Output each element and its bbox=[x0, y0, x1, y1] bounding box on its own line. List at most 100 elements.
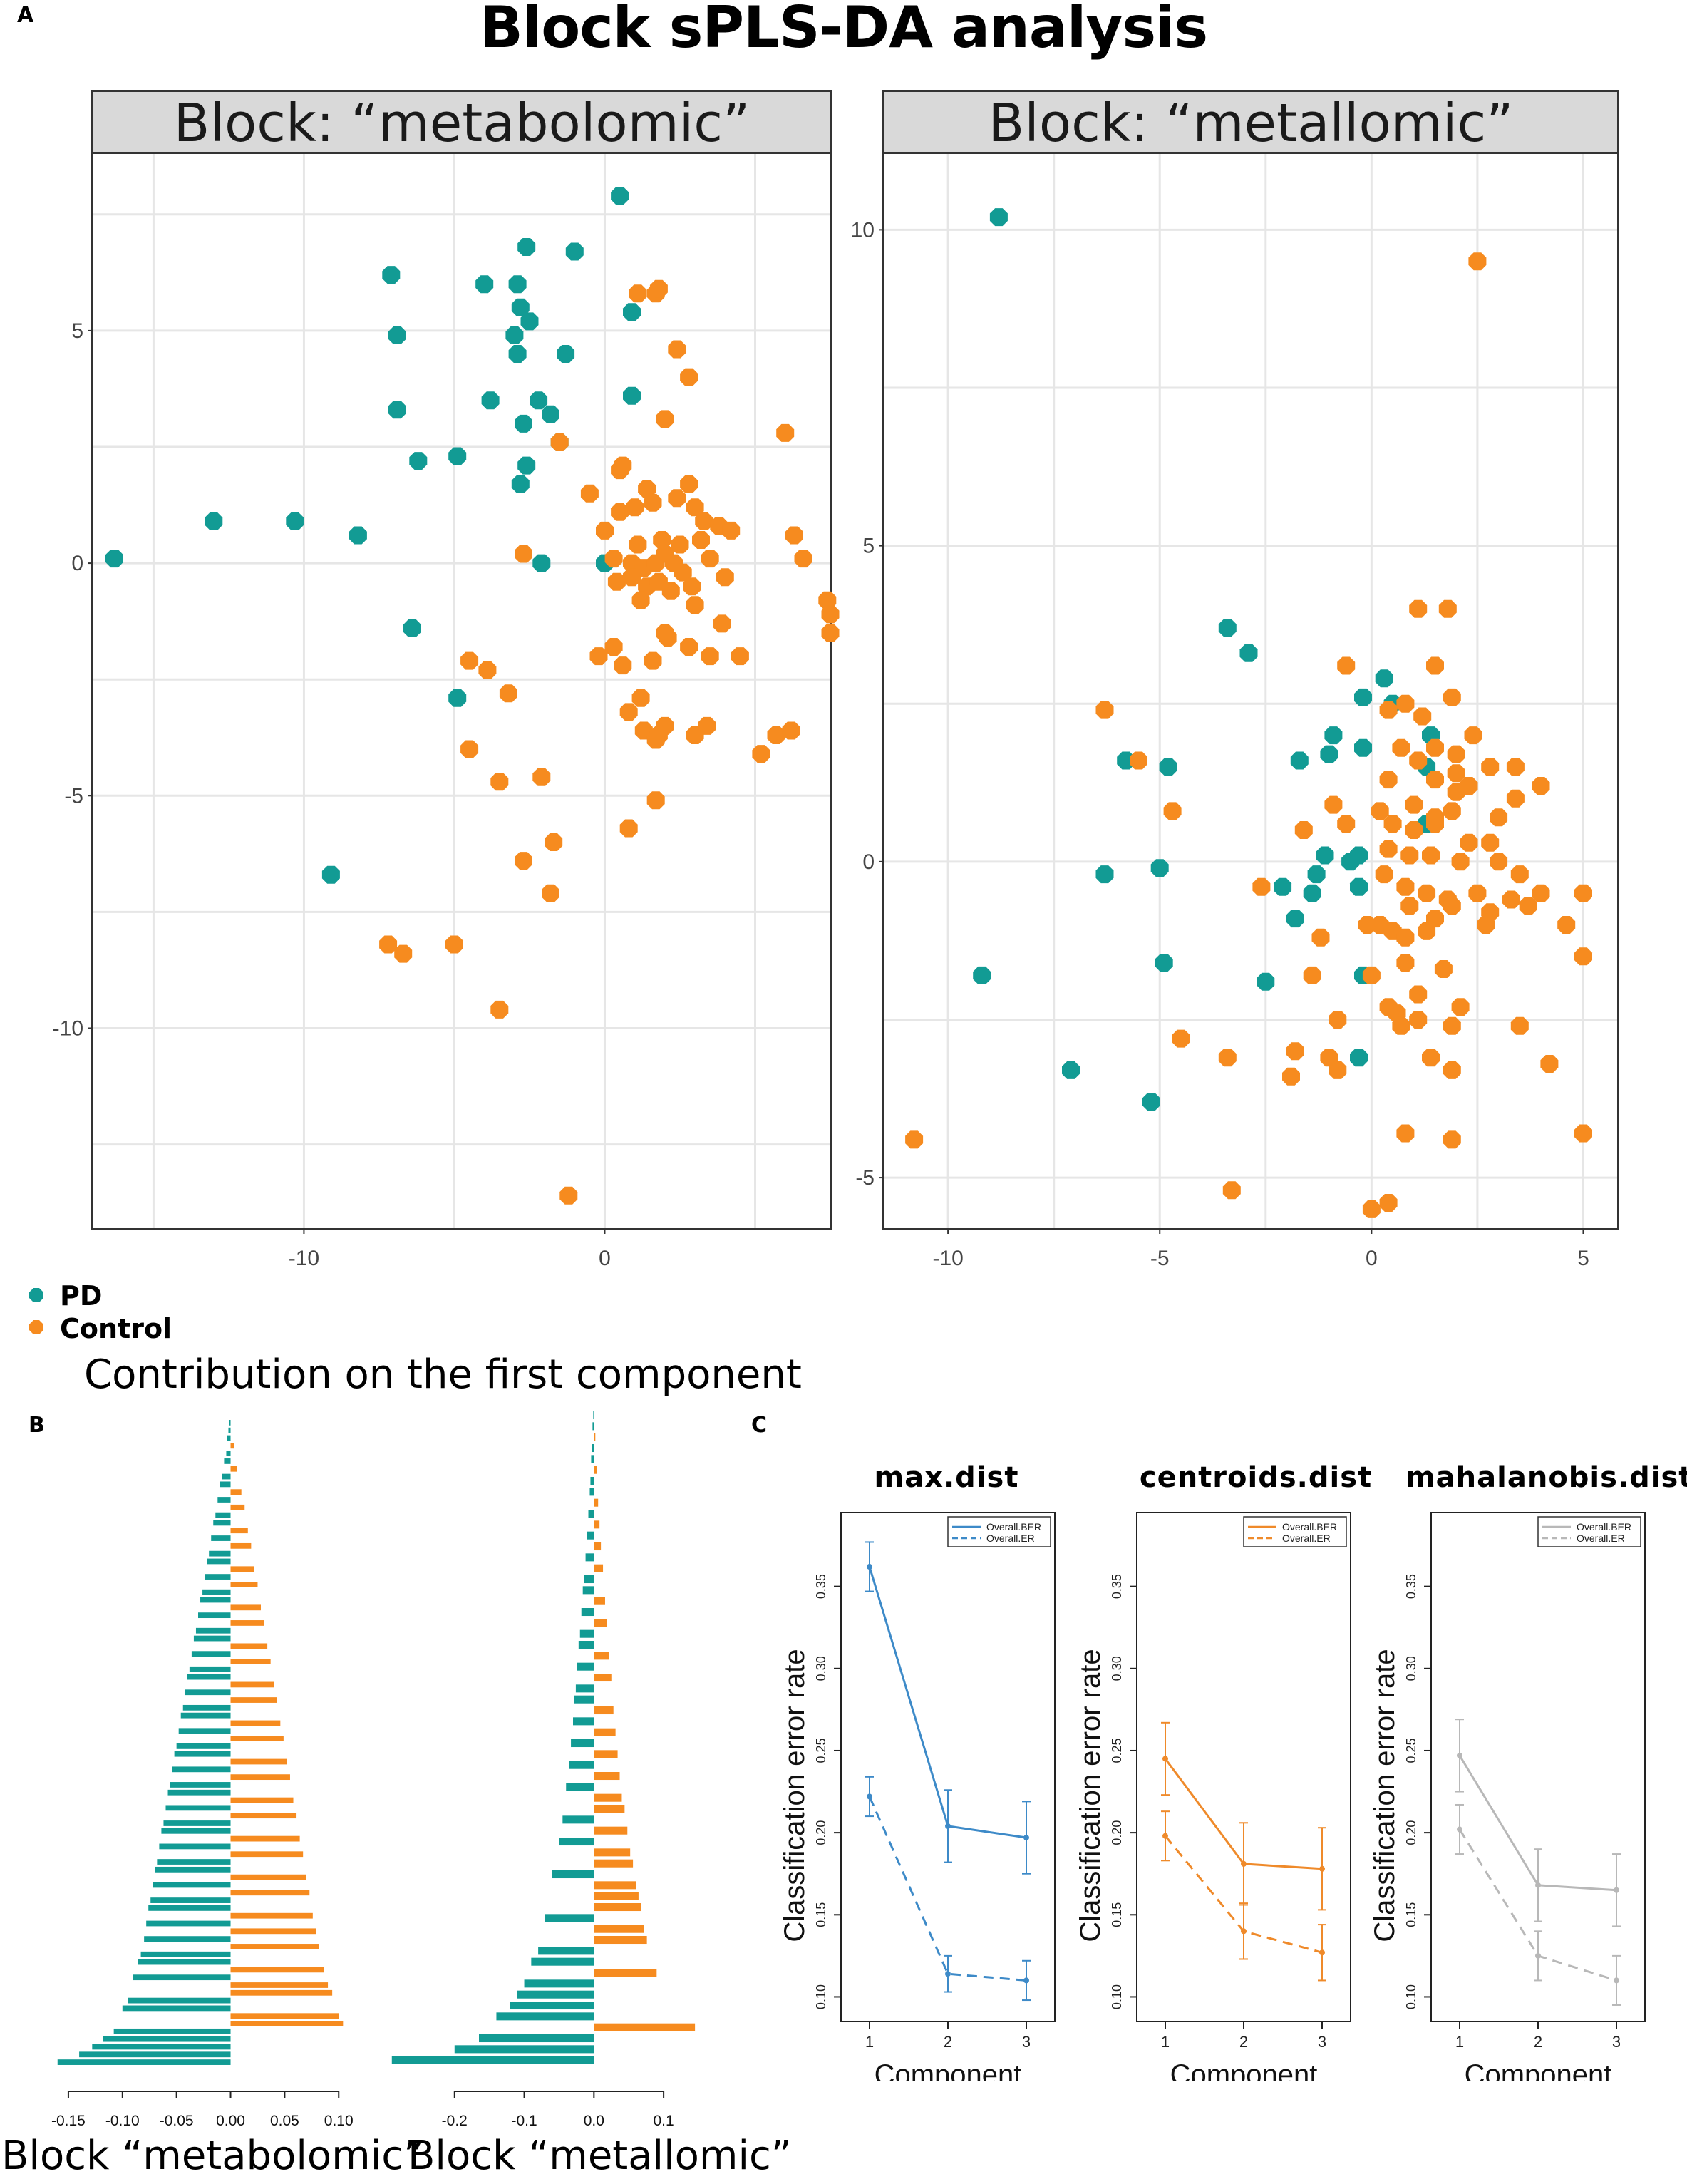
metabolomic-point-control bbox=[629, 535, 647, 554]
metabolomic-point-control bbox=[686, 498, 704, 517]
contrib-metabolomic-bar-pd bbox=[79, 2051, 231, 2058]
metabolomic-point-control bbox=[686, 596, 704, 614]
err-max-y-tick-label: 0.15 bbox=[814, 1902, 828, 1927]
contrib-metallomic-bar-control bbox=[594, 1892, 639, 1900]
err-mahalanobis-x-tick-label: 2 bbox=[1534, 2033, 1542, 2051]
group-legend: PD Control bbox=[27, 1280, 241, 1351]
contrib-metallomic-x-tick-label: 0.0 bbox=[584, 2113, 604, 2129]
contrib-metallomic-bar-control bbox=[594, 1805, 625, 1813]
contrib-metallomic-bar-pd bbox=[587, 1531, 594, 1540]
contrib-metabolomic-x-tick-label: -0.10 bbox=[105, 2113, 140, 2129]
metabolomic-point-control bbox=[490, 773, 509, 791]
contribution-bar-plots: -0.15 -0.10 -0.05 0.00 0.05 0.10 -0.2 -0.1 0.0 0.… bbox=[51, 1411, 696, 2129]
contrib-metabolomic-bar-control bbox=[230, 1443, 234, 1449]
contrib-metabolomic-bar-pd bbox=[138, 1959, 231, 1965]
err-mahalanobis-y-tick-label: 0.20 bbox=[1404, 1820, 1418, 1845]
metabolomic-point-pd bbox=[532, 554, 551, 572]
contrib-metabolomic-bar-pd bbox=[193, 1635, 231, 1642]
metallomic-point-control bbox=[1443, 688, 1461, 706]
legend-label-control: Control bbox=[60, 1313, 172, 1344]
contrib-metallomic-bar-pd bbox=[579, 1629, 594, 1638]
metallomic-point-control bbox=[1464, 726, 1482, 745]
panel-label-a: A bbox=[17, 3, 34, 28]
contrib-metabolomic-bar-control bbox=[230, 1528, 248, 1534]
contrib-metabolomic-bar-pd bbox=[224, 1458, 231, 1464]
contrib-metallomic-bar-control bbox=[594, 1793, 622, 1802]
metabolomic-point-pd bbox=[403, 619, 421, 637]
contrib-metabolomic-bar-control bbox=[230, 1982, 329, 1988]
err-max-y-label: Classification error rate bbox=[779, 1649, 810, 1942]
err-max-title: max.dist bbox=[874, 1461, 1019, 1494]
err-centroids-legend-box bbox=[1243, 1516, 1347, 1547]
contrib-metallomic-bar-pd bbox=[531, 1957, 594, 1966]
metabolomic-x-tick-label: -10 bbox=[289, 1247, 319, 1270]
metallomic-point-control bbox=[1383, 815, 1402, 833]
contrib-metabolomic-bar-pd bbox=[205, 1574, 231, 1580]
metallomic-point-pd bbox=[1274, 877, 1292, 896]
metallomic-point-pd bbox=[1350, 877, 1368, 896]
metabolomic-point-control bbox=[646, 731, 665, 749]
metabolomic-point-control bbox=[767, 726, 785, 744]
metallomic-point-control bbox=[1557, 916, 1576, 934]
contrib-metabolomic-bar-pd bbox=[180, 1712, 231, 1719]
contrib-metallomic-bar-pd bbox=[584, 1575, 594, 1584]
contrib-metabolomic-bar-control bbox=[230, 1542, 252, 1549]
metabolomic-point-control bbox=[545, 833, 563, 851]
contrib-metallomic-bar-pd bbox=[577, 1662, 594, 1671]
metallomic-point-control bbox=[1303, 966, 1321, 984]
contrib-metabolomic-bar-pd bbox=[157, 1859, 231, 1865]
contrib-metabolomic-bar-pd bbox=[92, 2044, 231, 2050]
metabolomic-point-pd bbox=[515, 414, 532, 433]
metabolomic-point-control bbox=[623, 568, 641, 587]
metabolomic-point-control bbox=[794, 550, 812, 568]
metallomic-point-control bbox=[1418, 922, 1436, 940]
contrib-metallomic-bar-control bbox=[594, 1750, 618, 1758]
contrib-metallomic-bar-control bbox=[594, 1652, 609, 1660]
legend-marker-control bbox=[29, 1320, 43, 1334]
contrib-metabolomic-bar-pd bbox=[167, 1789, 231, 1796]
contrib-metallomic-bar-pd bbox=[578, 1641, 594, 1649]
metabolomic-point-pd bbox=[530, 391, 548, 410]
metallomic-point-control bbox=[1392, 738, 1410, 757]
contrib-metabolomic-bar-pd bbox=[220, 1481, 231, 1488]
metallomic-point-pd bbox=[1350, 1049, 1368, 1067]
contrib-metallomic-bar-control bbox=[594, 1520, 600, 1529]
metallomic-point-control bbox=[1451, 853, 1470, 871]
contrib-metabolomic-bar-pd bbox=[182, 1704, 231, 1711]
contrib-metabolomic-bar-control bbox=[230, 1582, 258, 1587]
metallomic-point-control bbox=[1286, 1042, 1304, 1061]
metallomic-x-tick-label: -5 bbox=[1150, 1247, 1170, 1270]
metallomic-point-control bbox=[1409, 1011, 1428, 1029]
contrib-metabolomic-bar-pd bbox=[163, 1820, 231, 1826]
metabolomic-point-control bbox=[713, 614, 731, 633]
error-rate-plots: 0.100.150.200.250.300.351 2 3ComponentClas… bbox=[779, 1512, 1646, 2081]
contrib-metabolomic-bar-pd bbox=[228, 1427, 231, 1433]
contrib-metallomic-bar-pd bbox=[593, 1411, 594, 1420]
metallomic-point-pd bbox=[1257, 972, 1275, 991]
contrib-metabolomic-bar-control bbox=[230, 1890, 310, 1896]
metabolomic-point-control bbox=[818, 591, 837, 609]
contrib-metabolomic-bar-pd bbox=[202, 1589, 231, 1595]
contrib-metallomic-bar-pd bbox=[538, 1947, 594, 1955]
metallomic-point-control bbox=[1418, 884, 1436, 902]
metabolomic-point-control bbox=[668, 489, 686, 508]
legend-marker-pd bbox=[29, 1288, 43, 1302]
metallomic-point-pd bbox=[1062, 1061, 1080, 1079]
metabolomic-point-control bbox=[782, 721, 800, 740]
contrib-metabolomic-bar-control bbox=[230, 1604, 261, 1611]
metallomic-point-pd bbox=[1239, 644, 1258, 662]
metabolomic-point-control bbox=[668, 340, 686, 359]
metabolomic-point-control bbox=[445, 935, 463, 954]
err-mahalanobis-legend-label: Overall.ER bbox=[1577, 1533, 1625, 1544]
metabolomic-x-tick-label: 0 bbox=[599, 1247, 611, 1270]
contrib-metabolomic-bar-control bbox=[230, 1813, 297, 1819]
metallomic-y-tick-label: -5 bbox=[855, 1166, 875, 1190]
metabolomic-point-control bbox=[499, 684, 517, 703]
err-mahalanobis-point bbox=[1457, 1826, 1462, 1833]
contrib-metabolomic-bar-control bbox=[230, 1989, 333, 1996]
contrib-metallomic-bar-pd bbox=[585, 1553, 594, 1562]
err-centroids-y-tick-label: 0.25 bbox=[1110, 1738, 1124, 1763]
metallomic-point-control bbox=[1532, 884, 1550, 902]
contrib-metallomic-bar-control bbox=[594, 1674, 612, 1682]
metallomic-point-control bbox=[1443, 1130, 1461, 1149]
